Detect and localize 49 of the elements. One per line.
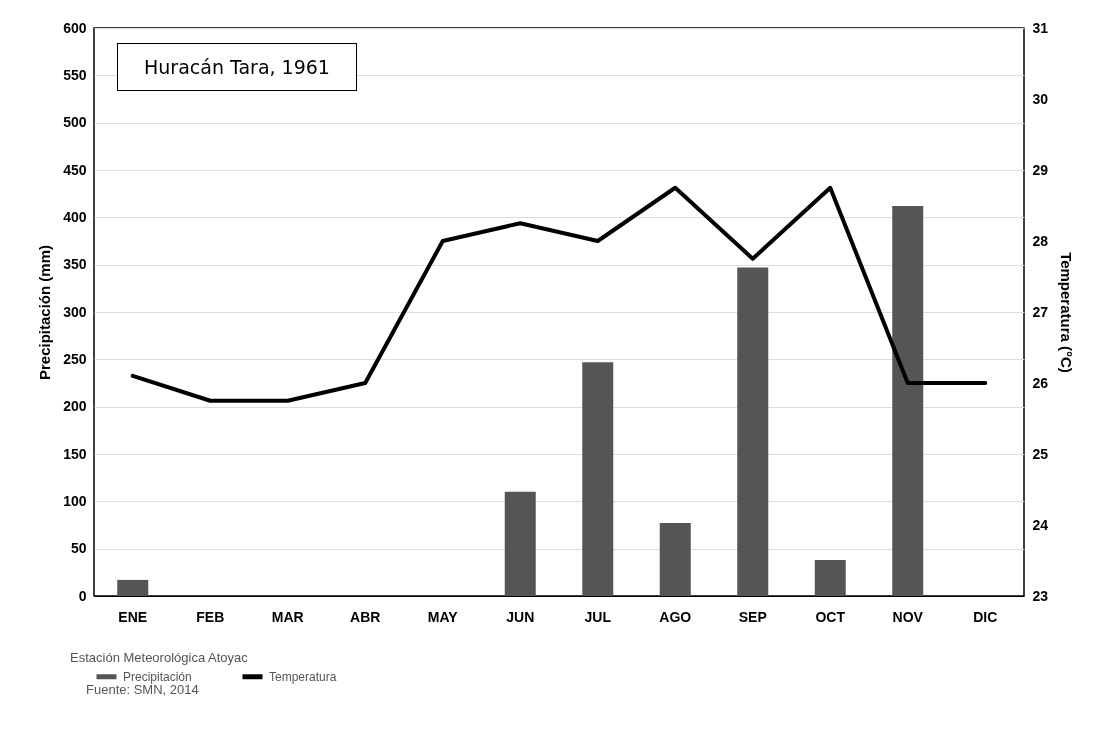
y-tick-label: 500 [63,114,87,131]
y-tick-label: 250 [63,350,87,367]
y2-tick-label: 24 [1032,516,1049,533]
y2-tick-label: 27 [1032,303,1049,320]
legend-label: Precipitación [123,669,192,684]
x-tick-label: DIC [973,608,998,625]
text: Huracán Tara, 1961 [117,43,357,91]
y-tick-label: 300 [63,303,87,320]
x-tick-label: ABR [350,608,381,625]
y2-tick-label: 26 [1032,374,1049,391]
y-tick-label: 350 [63,256,87,273]
y-tick-label: 0 [78,587,87,604]
bar [737,267,769,596]
y-axis-title: Precipitación (mm) [36,244,54,381]
bar [659,523,691,596]
bar [582,362,614,596]
y2-tick-label: 28 [1032,232,1049,249]
y2-tick-label: 25 [1032,445,1049,462]
y2-tick-label: 31 [1032,19,1049,36]
y2-tick-label: 23 [1032,587,1049,604]
y2-tick-label: 29 [1032,161,1049,178]
y-tick-label: 550 [63,66,87,83]
bar [892,205,924,596]
y-tick-label: 600 [63,19,87,36]
x-tick-label: AGO [659,608,692,625]
bar [117,579,149,596]
x-tick-label: NOV [892,608,924,625]
x-tick-label: JUN [506,608,535,625]
y-tick-label: 200 [63,398,87,415]
y2-axis-title: Temperatura (°C) [1058,252,1076,373]
y2-tick-label: 30 [1032,90,1049,107]
x-tick-label: MAR [271,608,304,625]
x-tick-label: SEP [738,608,767,625]
x-tick-label: OCT [815,608,846,625]
y-tick-label: 100 [63,492,87,509]
x-tick-label: FEB [196,608,225,625]
y-tick-label: 150 [63,445,87,462]
bar [504,491,536,596]
bar [814,560,846,596]
x-tick-label: JUL [584,608,612,625]
source-note: Fuente: SMN, 2014 [85,682,200,697]
x-tick-label: ENE [118,608,148,625]
y-tick-label: 400 [63,208,87,225]
y-tick-label: 450 [63,161,87,178]
y-tick-label: 50 [70,540,87,557]
x-tick-label: MAY [427,608,459,625]
legend-label: Temperatura [269,669,337,684]
text: Estación Meteorológica Atoyac [70,650,248,665]
line-series [130,185,988,403]
